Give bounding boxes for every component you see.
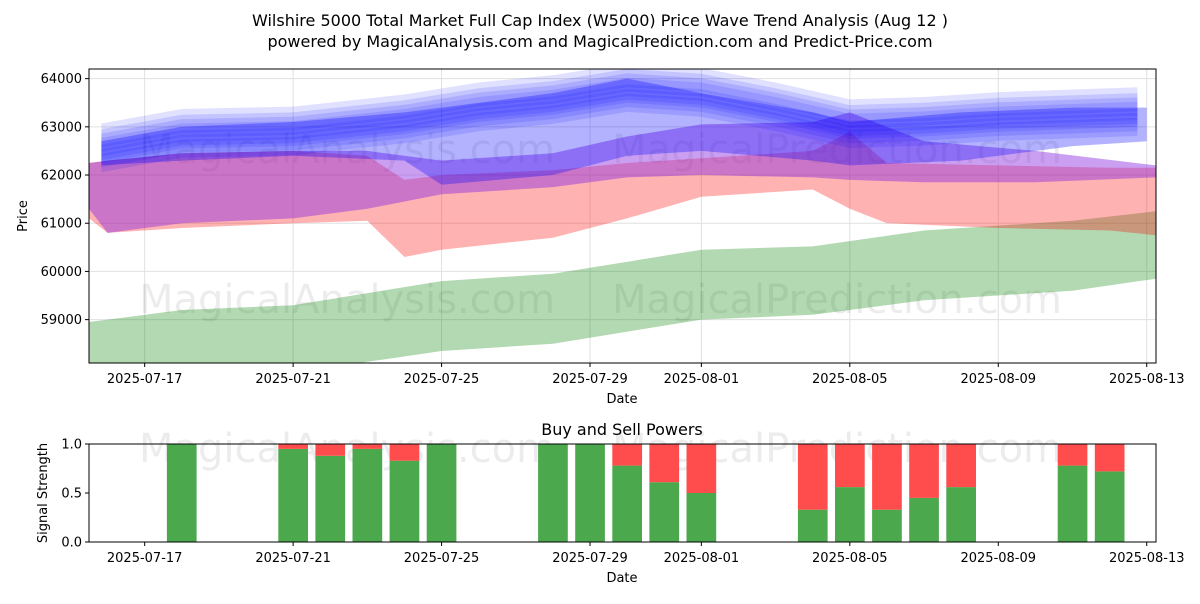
buy-bar [538,444,568,542]
chart-subtitle: powered by MagicalAnalysis.com and Magic… [267,32,932,51]
price-grid [89,69,1156,363]
buy-sell-y-tick-label: 0.5 [61,487,82,502]
sell-bar [389,444,420,461]
buy-bar [426,444,457,542]
price-bands [89,78,1156,363]
buy-bar [278,448,308,542]
buy-bar [575,444,605,542]
buy-sell-x-tick-label: 2025-07-21 [255,551,331,566]
buy-bar [686,493,717,542]
buy-bar [946,487,976,542]
price-x-tick-label: 2025-07-21 [255,372,331,387]
price-x-axis-label: Date [606,392,637,407]
wave-path [101,69,1138,148]
buy-sell-x-tick-label: 2025-07-29 [552,551,628,566]
band-green-low [89,211,1156,363]
buy-bar [352,448,383,542]
price-x-tick-label: 2025-07-29 [552,372,628,387]
wave-path [101,73,1138,152]
buy-sell-x-tick-label: 2025-08-13 [1109,551,1185,566]
buy-sell-y-axis-label: Signal Strength [36,443,51,543]
buy-bar [1057,465,1088,542]
sell-bar [686,444,717,493]
wave-path [101,93,1138,173]
price-y-tick-label: 60000 [41,265,82,280]
chart-title: Wilshire 5000 Total Market Full Cap Inde… [252,11,948,30]
wave-path [101,88,1138,168]
buy-bar [797,509,828,542]
wave-path [101,77,1138,157]
price-x-tick-label: 2025-08-09 [960,372,1036,387]
buy-bar [835,487,865,542]
price-y-axis: 59000 60000 61000 62000 63000 64000 [41,72,89,328]
band-purple-mid [89,112,1156,233]
sell-bar [315,444,346,456]
buy-sell-x-tick-label: 2025-07-25 [404,551,480,566]
sell-bar [1094,444,1125,472]
band-red-mid [89,131,1156,257]
price-y-tick-label: 61000 [41,217,82,232]
sell-bar [946,444,976,488]
sell-bar [1057,444,1088,466]
sell-bar [797,444,828,510]
buy-sell-x-axis: 2025-07-17 2025-07-21 2025-07-25 2025-07-29… [107,542,1185,566]
price-wave-paths [101,69,1138,173]
buy-sell-x-axis-label: Date [606,571,637,586]
buy-bar [315,455,346,542]
sell-bar [352,444,383,449]
watermark-top-left: MagicalAnalysis.com [139,127,555,173]
buy-sell-y-axis: 0.0 0.5 1.0 [61,438,89,551]
buy-sell-y-tick-label: 1.0 [61,438,82,453]
watermark-bottom-left: MagicalAnalysis.com [139,277,555,323]
price-x-tick-label: 2025-07-25 [404,372,480,387]
price-watermarks: MagicalAnalysis.com MagicalPrediction.co… [139,127,1062,323]
sell-bar [612,444,642,466]
price-y-tick-label: 63000 [41,120,82,135]
watermark-top-right: MagicalPrediction.com [612,127,1062,173]
sell-bar [835,444,865,488]
wave-path [101,69,1138,142]
wave-path [101,81,1138,161]
buy-bar [872,509,902,542]
price-plot-frame [88,68,1157,364]
buy-bar [612,465,642,542]
price-x-tick-label: 2025-07-17 [107,372,183,387]
buy-bar [1094,471,1125,542]
sell-bar [278,444,308,449]
buy-sell-x-tick-label: 2025-08-01 [664,551,740,566]
buy-sell-bars [166,444,1125,542]
watermark-sub-left: MagicalAnalysis.com [139,426,555,472]
buy-sell-title: Buy and Sell Powers [541,420,703,439]
buy-sell-x-tick-label: 2025-08-09 [960,551,1036,566]
sell-bar [909,444,939,498]
price-wave-plot: MagicalAnalysis.com MagicalPrediction.co… [16,68,1185,407]
buy-bar [909,497,939,542]
price-y-tick-label: 62000 [41,169,82,184]
buy-sell-y-tick-label: 0.0 [61,536,82,551]
buy-bar [166,444,197,542]
band-blue-wide [101,78,1147,185]
watermark-bottom-right: MagicalPrediction.com [612,277,1062,323]
buy-sell-plot: Buy and Sell Powers MagicalAnalysis.com … [36,420,1185,586]
buy-sell-x-tick-label: 2025-07-17 [107,551,183,566]
buy-bar [389,460,420,542]
buy-bar [649,482,680,542]
sell-bar [649,444,680,483]
price-x-tick-label: 2025-08-05 [812,372,888,387]
price-y-axis-label: Price [16,200,31,232]
price-x-tick-label: 2025-08-13 [1109,372,1185,387]
wave-path [101,84,1138,163]
price-x-tick-label: 2025-08-01 [664,372,740,387]
price-y-tick-label: 64000 [41,72,82,87]
price-x-axis: 2025-07-17 2025-07-21 2025-07-25 2025-07-29… [107,363,1185,387]
price-y-tick-label: 59000 [41,313,82,328]
buy-sell-x-tick-label: 2025-08-05 [812,551,888,566]
sell-bar [872,444,902,510]
